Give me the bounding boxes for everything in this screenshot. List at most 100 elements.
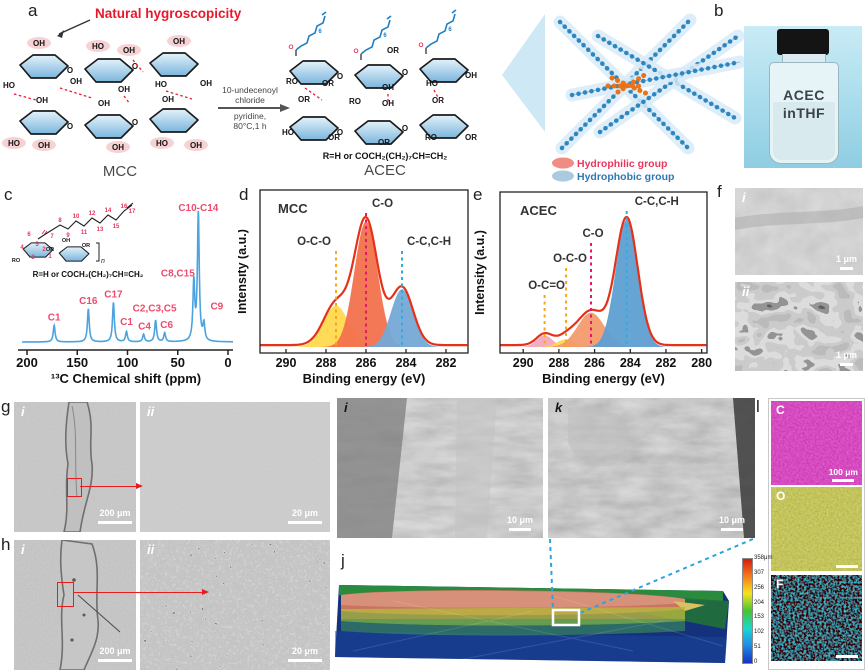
panel-a-scheme: Natural hygroscopicity OH HO OH OH OH HO OH HO O… bbox=[2, 6, 745, 183]
molecular-model bbox=[553, 13, 745, 155]
x-axis-title: ¹³C Chemical shift (ppm) bbox=[51, 371, 201, 386]
envelope-curve bbox=[259, 215, 468, 347]
highlight-box bbox=[551, 608, 581, 627]
component-fill bbox=[260, 221, 468, 347]
oh-label: OH bbox=[70, 77, 82, 86]
scalebar bbox=[98, 658, 132, 662]
profile-scratches bbox=[352, 595, 724, 662]
carbon-number: 14 bbox=[105, 208, 112, 214]
profile-fringe-green bbox=[341, 619, 685, 636]
colorbar-tick: 51 bbox=[754, 644, 761, 651]
peak-label: C10-C14 bbox=[178, 203, 218, 214]
envelope-curve bbox=[499, 215, 707, 347]
inset-atom-labels: RO OR OH OR bbox=[12, 238, 90, 264]
reaction-arrow-head bbox=[280, 104, 290, 112]
component-label: O-C-O bbox=[297, 236, 331, 248]
oh-label: OH bbox=[33, 39, 45, 48]
component-label: C-C,C-H bbox=[635, 196, 679, 208]
scalebar-label: 10 μm bbox=[718, 515, 745, 526]
element-label-O: O bbox=[776, 489, 786, 503]
zoom-arrow-h bbox=[74, 588, 209, 595]
hydrophilic-label: Hydrophilic group bbox=[577, 158, 667, 170]
vial-body: ACEC inTHF bbox=[769, 62, 839, 164]
panel-label-e: e bbox=[473, 185, 483, 204]
x-tick-label: 150 bbox=[66, 355, 88, 370]
peak-label: C9 bbox=[210, 301, 223, 312]
zoom-region-box bbox=[67, 478, 82, 497]
o-label: O bbox=[337, 72, 343, 81]
or-label: OR bbox=[46, 247, 54, 253]
or-label: OR bbox=[328, 133, 340, 142]
sem-f-i: i 1 μm bbox=[735, 188, 863, 275]
oh-label: OH bbox=[162, 95, 174, 104]
ho-label: HO bbox=[282, 128, 294, 137]
hydroxyl-halo bbox=[32, 139, 56, 151]
scalebar bbox=[508, 527, 531, 531]
nmr-trace bbox=[22, 210, 233, 343]
plot-frame bbox=[259, 189, 469, 354]
h-bond-dash bbox=[433, 89, 441, 102]
sublabel-k: k bbox=[555, 400, 563, 415]
o-label: O bbox=[132, 62, 138, 71]
colorbar-tick: 0 bbox=[754, 658, 758, 665]
h-bond-dash bbox=[304, 87, 323, 101]
colorbar-tick: 102 bbox=[754, 629, 765, 636]
colorbar-tick: 153 bbox=[754, 614, 765, 621]
peak-label: C17 bbox=[104, 290, 123, 301]
vial-text: ACEC inTHF bbox=[770, 87, 838, 122]
or-label: OR bbox=[378, 138, 390, 147]
x-tick-label: 200 bbox=[16, 355, 38, 370]
x-tick-label: 284 bbox=[620, 356, 641, 370]
panel-label-h: h bbox=[1, 535, 11, 554]
or-label: OR bbox=[82, 243, 90, 249]
x-tick-label: 100 bbox=[117, 355, 139, 370]
peak-label: C16 bbox=[79, 296, 98, 307]
ho-label: HO bbox=[426, 79, 438, 88]
component-fill bbox=[500, 335, 707, 347]
vial-text-line2: inTHF bbox=[782, 104, 826, 121]
peak-label: C8,C15 bbox=[161, 269, 195, 280]
sample-label: ACEC bbox=[520, 203, 557, 218]
sem-f-ii: ii 1 μm bbox=[735, 282, 863, 371]
carbon-number: 8 bbox=[58, 218, 62, 224]
acyl-chain: O6 bbox=[353, 15, 392, 60]
element-label-C: C bbox=[776, 403, 785, 417]
sem-g-i: i 200 μm bbox=[14, 402, 136, 532]
mcc-title: MCC bbox=[103, 163, 137, 180]
sem-h-i: i 200 μm bbox=[14, 540, 136, 670]
ro-label: RO bbox=[286, 77, 298, 86]
scalebar-label: 20 μm bbox=[291, 646, 319, 657]
peak-label: C2,C3,C5 bbox=[133, 303, 177, 314]
inset-bracket bbox=[96, 242, 100, 262]
h-bond-dash bbox=[59, 87, 93, 99]
hydroxyl-halo bbox=[117, 44, 141, 56]
oh-label: OH bbox=[190, 141, 202, 150]
o-label: O bbox=[402, 124, 408, 133]
hydroxyl-halo bbox=[184, 139, 208, 151]
alkene-tip bbox=[451, 9, 457, 14]
eds-maps: C 100 μm O F bbox=[768, 398, 865, 670]
carbon-number: 1 bbox=[48, 254, 52, 260]
vial-text-line1: ACEC bbox=[783, 87, 825, 103]
colorbar bbox=[742, 558, 753, 664]
carbon-number: 16 bbox=[121, 204, 128, 210]
carbon-number: 5 bbox=[35, 242, 39, 248]
component-fill bbox=[500, 312, 707, 347]
x-tick-label: 290 bbox=[276, 356, 297, 370]
scalebar-label: 1 μm bbox=[835, 254, 857, 265]
x-tick-label: 286 bbox=[584, 356, 605, 370]
ro-label: RO bbox=[12, 258, 21, 264]
oh-label: OH bbox=[38, 141, 50, 150]
inset-chain bbox=[43, 204, 133, 236]
o-label: O bbox=[67, 66, 73, 75]
x-tick-label: 286 bbox=[356, 356, 377, 370]
profile-ridge-top bbox=[341, 590, 685, 608]
alkene-tip bbox=[321, 11, 327, 16]
hydrophobic-swatch bbox=[552, 170, 574, 182]
